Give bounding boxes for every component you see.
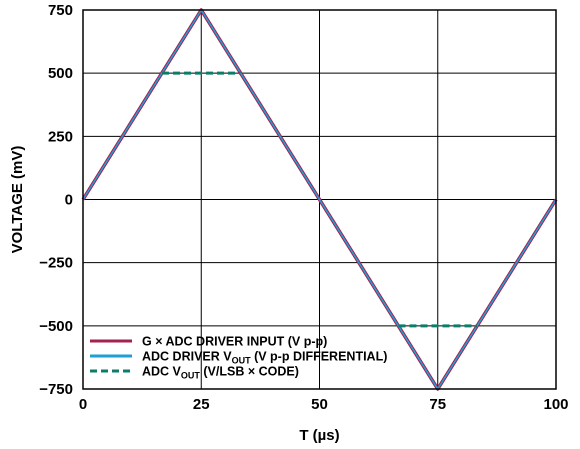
y-tick-label: 750 bbox=[48, 2, 73, 19]
legend-label-post: (V/LSB × CODE) bbox=[200, 365, 299, 379]
legend-label-pre: ADC V bbox=[142, 365, 182, 379]
legend: G × ADC DRIVER INPUT (V p-p)ADC DRIVER V… bbox=[90, 335, 387, 381]
x-tick-label: 100 bbox=[543, 396, 568, 413]
legend-label: ADC VOUT (V/LSB × CODE) bbox=[142, 365, 299, 381]
y-axis-label: VOLTAGE (mV) bbox=[9, 146, 26, 254]
y-tick-label: −250 bbox=[39, 255, 73, 272]
x-tick-label: 75 bbox=[429, 396, 446, 413]
legend-label-pre: ADC DRIVER V bbox=[142, 350, 232, 364]
x-tick-label: 25 bbox=[193, 396, 210, 413]
x-axis-label: T (µs) bbox=[299, 427, 339, 444]
legend-label-post: (V p-p DIFFERENTIAL) bbox=[251, 350, 388, 364]
legend-label-sub: OUT bbox=[181, 371, 201, 381]
x-tick-label: 0 bbox=[79, 396, 87, 413]
series-group bbox=[81, 8, 558, 391]
x-tick-label: 50 bbox=[311, 396, 328, 413]
y-tick-label: −750 bbox=[39, 381, 73, 398]
legend-label-sub: OUT bbox=[232, 356, 252, 366]
y-tick-label: 500 bbox=[48, 65, 73, 82]
legend-label: ADC DRIVER VOUT (V p-p DIFFERENTIAL) bbox=[142, 350, 387, 366]
series-line-2 bbox=[82, 9, 557, 390]
y-tick-label: 0 bbox=[65, 192, 73, 209]
x-tick-labels: 0 25 50 75 100 bbox=[79, 396, 569, 413]
y-tick-label: −500 bbox=[39, 318, 73, 335]
y-tick-labels: 750 500 250 0 −250 −500 −750 bbox=[39, 2, 73, 398]
legend-label: G × ADC DRIVER INPUT (V p-p) bbox=[142, 335, 327, 349]
y-tick-label: 250 bbox=[48, 128, 73, 145]
plot-frame bbox=[82, 9, 557, 390]
